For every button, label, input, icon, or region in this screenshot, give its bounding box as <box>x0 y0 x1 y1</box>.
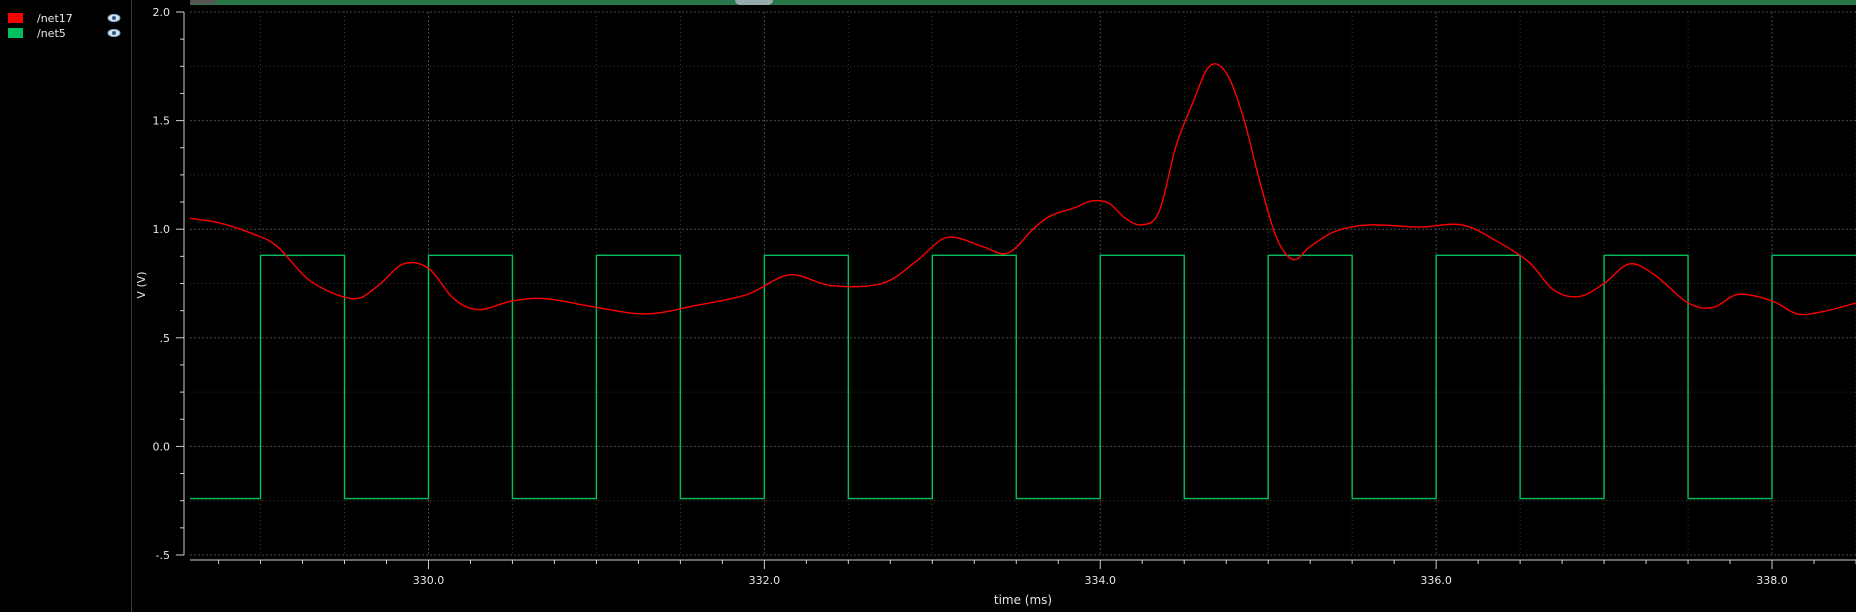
scrollbar-thumb[interactable] <box>735 0 773 5</box>
x-tick-label: 338.0 <box>1756 574 1788 587</box>
legend-label-net5: /net5 <box>37 26 66 40</box>
eye-icon[interactable] <box>107 28 121 38</box>
legend-item-net17[interactable]: /net17 <box>8 11 73 25</box>
y-tick-label: 1.5 <box>153 115 171 128</box>
x-axis-label: time (ms) <box>994 593 1052 607</box>
horizontal-scrollbar[interactable] <box>190 0 1856 5</box>
y-tick-label: 2.0 <box>153 6 171 19</box>
legend-item-net5[interactable]: /net5 <box>8 26 66 40</box>
series-net17-line <box>189 63 1856 316</box>
y-tick-label: .5 <box>160 332 171 345</box>
grid-minor <box>190 12 1856 555</box>
legend-panel: /net17 /net5 <box>0 0 132 612</box>
y-tick-label: 0.0 <box>153 440 171 453</box>
legend-swatch-net5 <box>8 28 23 38</box>
x-tick-label: 336.0 <box>1420 574 1452 587</box>
y-tick-labels: -.5 0.0 .5 1.0 1.5 2.0 <box>153 6 171 562</box>
y-tick-label: 1.0 <box>153 223 171 236</box>
series-layer <box>189 63 1856 500</box>
legend-swatch-net17 <box>8 13 23 23</box>
legend-label-net17: /net17 <box>37 11 73 25</box>
axes <box>176 11 1856 569</box>
y-axis-label: V (V) <box>135 271 148 298</box>
series-net5-line <box>190 254 1856 500</box>
eye-icon[interactable] <box>107 13 121 23</box>
y-tick-label: -.5 <box>156 549 170 562</box>
scrollbar-left-cap[interactable] <box>190 0 216 4</box>
x-tick-label: 332.0 <box>749 574 781 587</box>
x-tick-labels: 330.0 332.0 334.0 336.0 338.0 <box>413 574 1788 587</box>
x-tick-label: 330.0 <box>413 574 445 587</box>
x-tick-label: 334.0 <box>1085 574 1117 587</box>
